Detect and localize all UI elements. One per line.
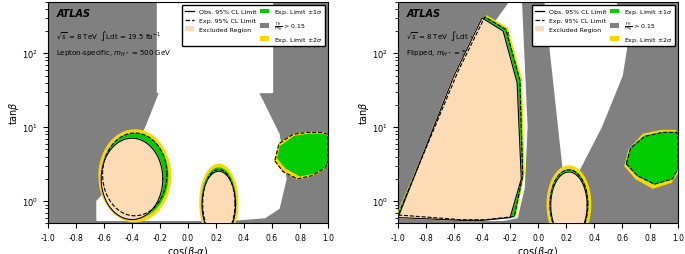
Polygon shape [551, 172, 587, 239]
Polygon shape [461, 3, 527, 220]
Y-axis label: tan$\beta$: tan$\beta$ [357, 101, 371, 125]
Polygon shape [102, 134, 168, 218]
Polygon shape [97, 48, 286, 220]
X-axis label: cos($\beta$-$\alpha$): cos($\beta$-$\alpha$) [167, 244, 209, 254]
Polygon shape [202, 168, 236, 237]
Polygon shape [398, 19, 521, 220]
Polygon shape [99, 131, 171, 222]
Polygon shape [547, 166, 590, 243]
Polygon shape [200, 165, 238, 241]
Polygon shape [157, 3, 272, 92]
Text: Lepton-specific, $m_{H^+}$ = 500 GeV: Lepton-specific, $m_{H^+}$ = 500 GeV [56, 49, 172, 59]
Polygon shape [625, 131, 678, 188]
Text: $\sqrt{s}$ = 8 TeV  $\int$Ldt = 19.5 fb$^{-1}$: $\sqrt{s}$ = 8 TeV $\int$Ldt = 19.5 fb$^… [406, 29, 511, 43]
Polygon shape [277, 135, 328, 176]
Polygon shape [545, 3, 629, 196]
Polygon shape [550, 170, 588, 239]
Polygon shape [398, 18, 523, 220]
Polygon shape [398, 19, 521, 220]
X-axis label: cos($\beta$-$\alpha$): cos($\beta$-$\alpha$) [517, 244, 559, 254]
Polygon shape [626, 133, 678, 184]
Polygon shape [202, 171, 236, 238]
Text: ATLAS: ATLAS [56, 9, 90, 19]
Y-axis label: tan$\beta$: tan$\beta$ [7, 101, 21, 125]
Polygon shape [101, 139, 163, 220]
Legend: Obs. 95% CL Limit, Exp. 95% CL Limit, Excluded Region, Exp. Limit $\pm 1\sigma$,: Obs. 95% CL Limit, Exp. 95% CL Limit, Ex… [182, 6, 325, 47]
Polygon shape [101, 139, 163, 220]
Polygon shape [398, 17, 524, 219]
Text: $\sqrt{s}$ = 8 TeV  $\int$Ldt = 19.5 fb$^{-1}$: $\sqrt{s}$ = 8 TeV $\int$Ldt = 19.5 fb$^… [56, 29, 161, 43]
Text: Flipped, $m_{H^+}$ = 500 GeV: Flipped, $m_{H^+}$ = 500 GeV [406, 49, 494, 59]
Polygon shape [202, 171, 236, 238]
Polygon shape [275, 133, 328, 179]
Legend: Obs. 95% CL Limit, Exp. 95% CL Limit, Excluded Region, Exp. Limit $\pm 1\sigma$,: Obs. 95% CL Limit, Exp. 95% CL Limit, Ex… [532, 6, 675, 47]
Polygon shape [551, 172, 587, 239]
Text: ATLAS: ATLAS [406, 9, 440, 19]
